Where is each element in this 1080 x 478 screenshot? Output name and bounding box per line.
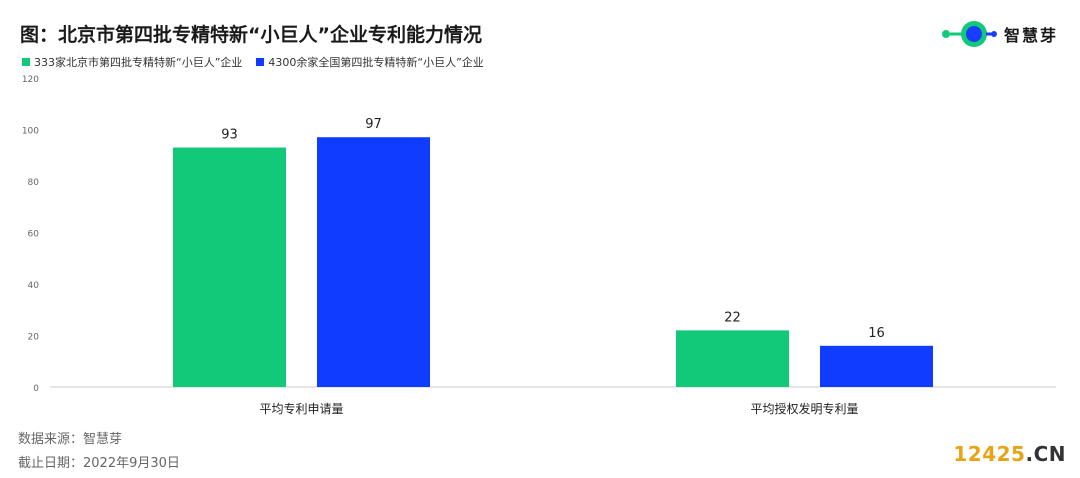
y-tick-label: 40 — [28, 281, 40, 291]
y-tick-label: 20 — [28, 333, 40, 343]
bar — [820, 345, 933, 387]
y-tick-label: 80 — [28, 178, 40, 188]
legend-swatch-green — [22, 58, 30, 66]
data-label: 22 — [724, 310, 741, 325]
chart-title: 图：北京市第四批专精特新“小巨人”企业专利能力情况 — [20, 24, 482, 46]
data-label: 93 — [221, 128, 238, 143]
x-tick-label: 平均授权发明专利量 — [750, 401, 858, 416]
data-label: 97 — [365, 117, 382, 132]
zhihuiya-logo-icon — [941, 21, 997, 47]
watermark-logo: 12425.CN — [953, 442, 1066, 466]
cutoff-date-note: 截止日期：2022年9月30日 — [18, 456, 180, 471]
y-tick-label: 0 — [33, 384, 39, 394]
legend-label: 4300余家全国第四批专精特新“小巨人”企业 — [268, 56, 484, 69]
watermark-main: 12425 — [953, 442, 1026, 466]
y-tick-label: 120 — [22, 75, 39, 85]
legend-item-national: 4300余家全国第四批专精特新“小巨人”企业 — [256, 54, 484, 70]
y-tick-label: 100 — [22, 127, 39, 137]
bar — [317, 137, 430, 387]
legend-label: 333家北京市第四批专精特新“小巨人”企业 — [34, 56, 243, 69]
chart-legend: 333家北京市第四批专精特新“小巨人”企业 4300余家全国第四批专精特新“小巨… — [22, 54, 484, 70]
legend-swatch-blue — [256, 58, 265, 66]
watermark-suffix: .CN — [1025, 442, 1066, 466]
data-source-note: 数据来源：智慧芽 — [18, 432, 123, 447]
brand-name: 智慧芽 — [1003, 26, 1058, 45]
bar — [173, 147, 286, 387]
bar — [676, 330, 789, 387]
x-tick-label: 平均专利申请量 — [259, 401, 343, 416]
data-label: 16 — [868, 326, 885, 341]
legend-item-beijing: 333家北京市第四批专精特新“小巨人”企业 — [22, 54, 242, 70]
y-tick-label: 60 — [28, 230, 40, 240]
brand-logo: 智慧芽 — [940, 20, 1058, 48]
